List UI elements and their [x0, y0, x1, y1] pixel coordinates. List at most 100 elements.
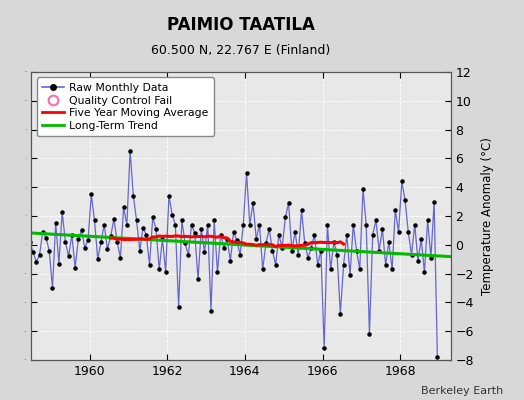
Point — [200, 249, 209, 255]
Point — [81, 244, 89, 251]
Point — [285, 200, 293, 206]
Point — [116, 254, 125, 261]
Point — [307, 244, 315, 251]
Point — [100, 222, 108, 228]
Point — [391, 207, 399, 214]
Point — [87, 191, 95, 198]
Point — [281, 214, 290, 221]
Point — [378, 226, 387, 232]
Point — [388, 266, 396, 272]
Point — [310, 232, 319, 238]
Point — [168, 211, 177, 218]
Point — [249, 200, 257, 206]
Point — [362, 222, 370, 228]
Point — [165, 193, 173, 199]
Point — [171, 222, 180, 228]
Point — [84, 237, 92, 244]
Point — [401, 197, 409, 203]
Point — [48, 285, 57, 291]
Point — [161, 269, 170, 275]
Point — [194, 276, 202, 282]
Point — [265, 226, 274, 232]
Point — [291, 229, 299, 235]
Point — [35, 252, 43, 258]
Point — [278, 244, 286, 251]
Point — [97, 239, 105, 245]
Point — [343, 232, 351, 238]
Point — [142, 232, 150, 238]
Point — [230, 229, 238, 235]
Point — [45, 247, 53, 254]
Point — [78, 227, 86, 234]
Point — [297, 207, 305, 214]
Point — [42, 234, 50, 241]
Point — [94, 256, 102, 262]
Point — [313, 262, 322, 268]
Y-axis label: Temperature Anomaly (°C): Temperature Anomaly (°C) — [481, 137, 494, 295]
Point — [126, 148, 134, 154]
Point — [113, 239, 122, 245]
Point — [54, 260, 63, 267]
Point — [178, 217, 186, 224]
Point — [129, 193, 137, 199]
Point — [239, 222, 247, 228]
Point — [39, 229, 47, 235]
Point — [133, 217, 141, 224]
Point — [301, 240, 309, 246]
Point — [207, 308, 215, 314]
Point — [395, 229, 403, 235]
Legend: Raw Monthly Data, Quality Control Fail, Five Year Moving Average, Long-Term Tren: Raw Monthly Data, Quality Control Fail, … — [37, 78, 214, 136]
Point — [181, 240, 189, 246]
Point — [26, 239, 34, 245]
Point — [330, 239, 338, 245]
Point — [13, 234, 21, 241]
Point — [23, 236, 31, 242]
Point — [336, 311, 344, 317]
Point — [252, 236, 260, 242]
Point — [188, 222, 196, 228]
Point — [304, 254, 312, 261]
Text: Berkeley Earth: Berkeley Earth — [421, 386, 503, 396]
Point — [74, 236, 82, 242]
Point — [216, 232, 225, 238]
Point — [365, 331, 374, 337]
Point — [213, 269, 222, 275]
Point — [58, 208, 67, 215]
Point — [433, 354, 442, 360]
Point — [148, 214, 157, 221]
Point — [316, 247, 325, 254]
Point — [119, 204, 128, 210]
Point — [19, 230, 28, 236]
Point — [110, 216, 118, 222]
Point — [123, 222, 131, 228]
Point — [346, 272, 354, 278]
Point — [258, 266, 267, 272]
Point — [275, 232, 283, 238]
Point — [236, 252, 244, 258]
Point — [271, 262, 280, 268]
Point — [220, 244, 228, 251]
Point — [233, 237, 241, 244]
Point — [103, 246, 112, 252]
Point — [385, 239, 393, 245]
Point — [414, 258, 422, 264]
Point — [136, 247, 144, 254]
Point — [326, 266, 335, 272]
Point — [427, 254, 435, 261]
Point — [356, 266, 364, 272]
Point — [71, 265, 79, 271]
Point — [32, 259, 40, 265]
Point — [423, 217, 432, 224]
Point — [420, 269, 429, 275]
Point — [197, 226, 205, 232]
Point — [430, 198, 439, 205]
Point — [404, 229, 412, 235]
Point — [243, 170, 251, 176]
Point — [407, 252, 416, 258]
Point — [417, 236, 425, 242]
Point — [372, 217, 380, 224]
Point — [262, 240, 270, 246]
Point — [203, 222, 212, 228]
Point — [191, 230, 199, 236]
Point — [64, 253, 73, 260]
